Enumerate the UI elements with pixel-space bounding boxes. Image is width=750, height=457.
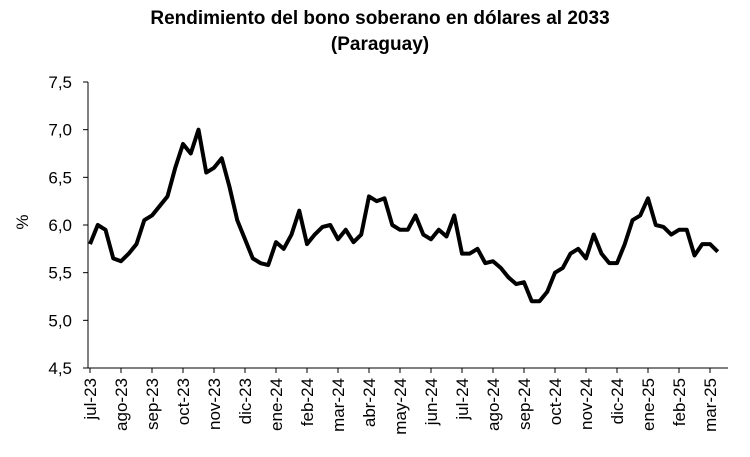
x-tick-label: dic-23 [236,378,255,424]
x-tick-label: nov-23 [205,378,224,430]
x-tick-label: mar-25 [701,378,720,432]
x-tick-label: sep-24 [515,378,534,430]
x-tick-label: feb-25 [670,378,689,426]
x-tick-label: dic-24 [608,378,627,424]
x-tick-label: ago-23 [112,378,131,431]
x-tick-label: oct-24 [546,378,565,425]
x-tick-label: may-24 [391,378,410,435]
chart-subtitle: (Paraguay) [331,34,429,55]
y-axis-label: % [13,214,32,229]
x-tick-label: feb-24 [298,378,317,426]
chart-title: Rendimiento del bono soberano en dólares… [150,8,609,29]
y-tick-label: 7,5 [48,73,72,92]
y-tick-label: 5,0 [48,311,72,330]
x-tick-label: mar-24 [329,378,348,432]
x-tick-label: nov-24 [577,378,596,430]
x-tick-label: ene-24 [267,378,286,431]
x-tick-label: oct-23 [174,378,193,425]
x-tick-label: jun-24 [422,378,441,426]
y-tick-label: 6,5 [48,168,72,187]
x-tick-label: jul-23 [81,378,100,421]
x-tick-label: abr-24 [360,378,379,427]
y-tick-label: 7,0 [48,121,72,140]
y-tick-label: 5,5 [48,264,72,283]
x-tick-label: sep-23 [143,378,162,430]
x-tick-label: ago-24 [484,378,503,431]
x-tick-label: jul-24 [453,378,472,421]
data-line [88,127,720,304]
x-tick-label: ene-25 [639,378,658,431]
y-tick-label: 4,5 [48,359,72,378]
y-tick-label: 6,0 [48,216,72,235]
